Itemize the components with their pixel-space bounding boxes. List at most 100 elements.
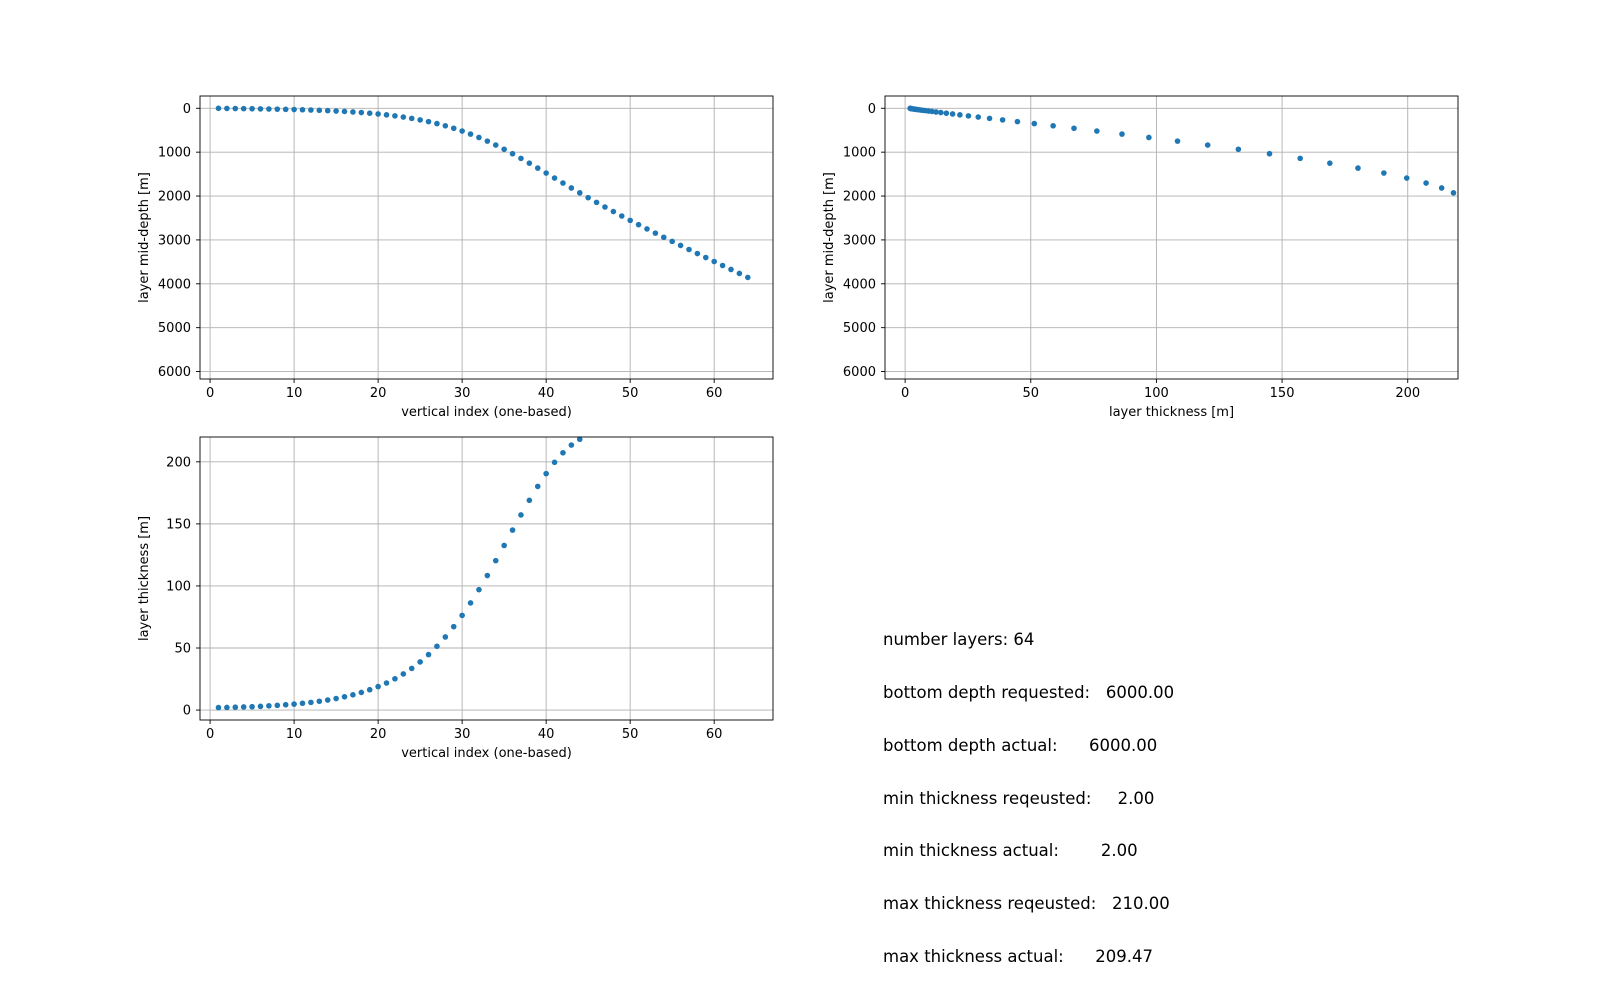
data-point: [291, 701, 297, 707]
data-point: [274, 106, 281, 112]
data-point: [509, 527, 516, 533]
data-point: [257, 106, 264, 112]
y-tick-label: 6000: [843, 365, 876, 380]
axes-frame: [199, 436, 774, 721]
y-axis-label: layer mid-depth [m]: [822, 172, 837, 303]
x-tick-label: 30: [454, 386, 471, 401]
data-point: [1266, 150, 1273, 157]
info-line-bottom-actual: bottom depth actual: 6000.00: [883, 735, 1158, 755]
data-point: [333, 695, 339, 702]
data-point: [576, 436, 583, 443]
data-point: [316, 107, 323, 114]
data-point: [224, 105, 230, 112]
data-point: [316, 698, 323, 705]
data-point: [652, 230, 659, 236]
data-point: [999, 117, 1006, 123]
data-point: [551, 459, 558, 466]
data-point: [442, 634, 449, 640]
data-point: [308, 107, 314, 113]
data-point: [1050, 123, 1056, 129]
data-point: [943, 110, 950, 117]
data-point: [1450, 190, 1457, 196]
data-point: [417, 117, 423, 123]
y-tick-label: 2000: [158, 190, 191, 205]
data-point: [375, 111, 381, 117]
data-point: [442, 123, 449, 129]
y-tick-label: 0: [868, 102, 876, 117]
data-point: [518, 155, 524, 162]
subplot-1: 0 10 20 30 40 50 60 0 1000 2000 3000 4000 5000 6000 ve…: [137, 95, 774, 420]
data-point: [568, 185, 575, 191]
data-point: [240, 105, 247, 112]
data-point: [526, 160, 533, 166]
data-point: [965, 113, 972, 119]
info-line-layers: number layers: 64: [883, 630, 1035, 650]
y-tick-label: 4000: [843, 277, 876, 292]
data-point: [986, 115, 993, 122]
data-point: [1031, 120, 1038, 127]
data-point: [1327, 160, 1333, 166]
x-tick-label: 50: [622, 727, 639, 742]
data-point: [635, 221, 642, 228]
data-point: [324, 697, 331, 703]
data-point: [266, 106, 272, 112]
data-point: [392, 675, 398, 682]
data-point: [957, 112, 963, 118]
data-point: [249, 105, 255, 112]
data-point: [677, 242, 684, 249]
figure: 0 10 20 30 40 50 600100020003000400050006000ve…: [137, 95, 1459, 761]
data-point: [257, 703, 264, 710]
data-point: [1381, 170, 1387, 176]
data-point: [341, 693, 348, 700]
data-point: [560, 180, 566, 186]
data-point: [949, 111, 956, 117]
data-point: [282, 701, 289, 708]
data-point: [744, 274, 751, 281]
data-point: [560, 449, 566, 456]
x-tick-label: 0: [206, 727, 214, 742]
data-point: [333, 108, 339, 114]
x-tick-label: 0: [206, 386, 214, 401]
subplot-2: 0 50 100 150 2000100020003000400050006000lay…: [822, 95, 1459, 420]
data-point: [660, 234, 667, 241]
data-point: [728, 266, 734, 273]
data-point: [501, 542, 507, 549]
data-point: [1014, 118, 1021, 125]
data-point: [249, 703, 255, 710]
y-tick-label: 200: [166, 455, 191, 470]
data-point: [534, 165, 541, 171]
data-point: [324, 107, 331, 114]
data-point: [215, 105, 222, 112]
data-point: [484, 138, 491, 144]
data-point: [1204, 142, 1211, 148]
y-tick-label: 3000: [843, 233, 876, 248]
data-point: [610, 208, 617, 215]
data-point: [224, 704, 230, 711]
data-point: [434, 643, 440, 650]
data-point: [1297, 155, 1303, 162]
data-point: [585, 194, 591, 201]
data-point: [518, 512, 524, 518]
data-point: [543, 470, 549, 477]
x-tick-label: 20: [370, 386, 387, 401]
data-point: [669, 238, 675, 245]
data-point: [1174, 138, 1181, 144]
x-tick-label: 150: [1270, 386, 1295, 401]
data-point: [694, 250, 701, 257]
data-point: [400, 114, 407, 120]
x-tick-label: 60: [706, 386, 723, 401]
data-point: [291, 106, 297, 113]
x-tick-label: 100: [1144, 386, 1169, 401]
data-point: [341, 108, 348, 115]
subplot-3: 0 10 20 30 40 50 60 0 50 100 150 200 vertical index …: [137, 436, 774, 761]
y-axis-label: layer thickness [m]: [137, 516, 152, 641]
data-point: [975, 114, 982, 120]
data-point: [618, 213, 625, 219]
data-point: [375, 683, 381, 690]
x-axis-label: vertical index (one-based): [401, 405, 572, 420]
data-point: [933, 109, 939, 115]
summary-text: number layers: 64 bottom depth requested…: [883, 596, 1174, 983]
y-tick-label: 100: [166, 579, 191, 594]
data-point: [299, 700, 306, 707]
data-point: [425, 118, 432, 125]
